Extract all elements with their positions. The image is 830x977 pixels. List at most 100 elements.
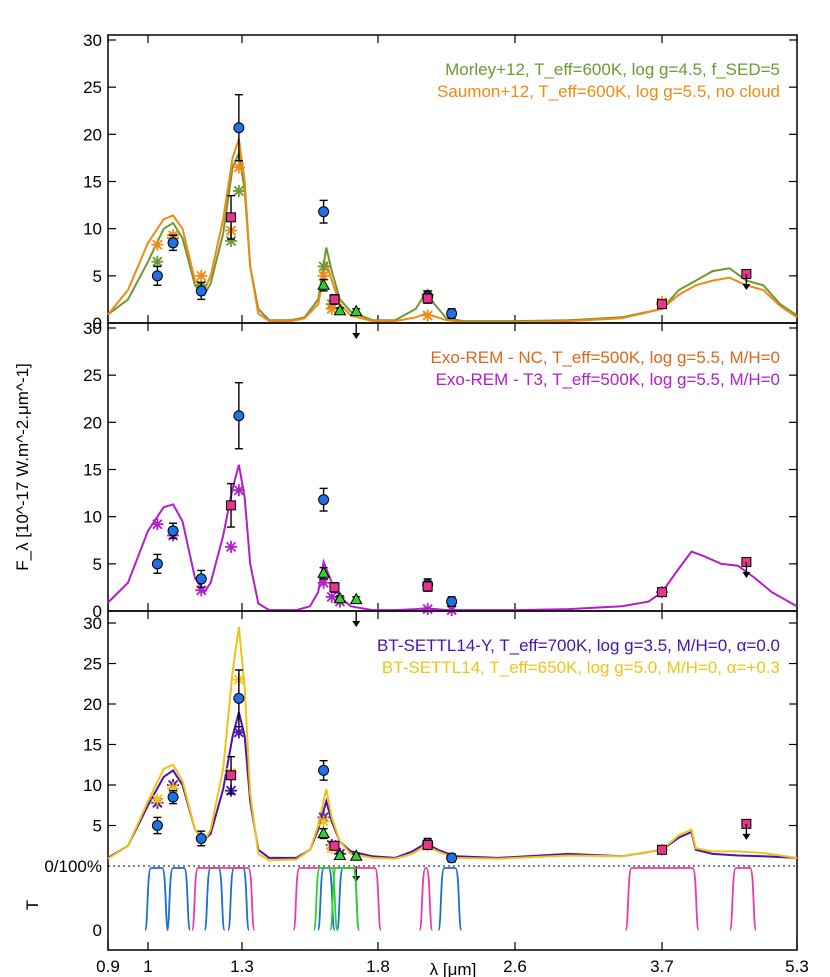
observed-point-pink	[329, 840, 340, 851]
observed-point-pink	[422, 839, 433, 850]
model-point-marker	[325, 302, 338, 315]
asterisk-stroke	[233, 185, 245, 197]
asterisk-stroke	[233, 727, 245, 738]
legend-entry: Exo-REM - NC, T_eff=500K, log g=5.5, M/H…	[431, 348, 780, 367]
x-tick-label: 0.9	[96, 957, 120, 976]
observed-point-pink	[422, 293, 433, 304]
y-tick-label: 15	[83, 736, 102, 755]
x-tick-label: 3.7	[650, 957, 674, 976]
y-axis-label: F_λ [10^-17 W.m^-2.μm^-1]	[13, 363, 32, 571]
asterisk-stroke	[326, 303, 337, 314]
asterisk-stroke	[422, 310, 433, 321]
filter-curve	[418, 867, 434, 931]
upper-limit-arrow	[742, 283, 751, 290]
observed-point-green	[349, 849, 363, 861]
transmission-axis-label: T	[23, 900, 42, 910]
asterisk-stroke	[152, 239, 163, 250]
observed-point-blue	[318, 764, 330, 776]
asterisk-stroke	[152, 519, 163, 530]
observed-point-pink	[657, 299, 667, 310]
upper-limit-arrow	[352, 333, 361, 339]
observed-point-blue	[233, 122, 245, 134]
observed-point-pink	[422, 581, 433, 592]
y-tick-label: 5	[93, 267, 102, 286]
observed-point-blue	[195, 832, 207, 844]
observed-point-pink	[226, 500, 237, 511]
observed-point-pink	[226, 212, 237, 223]
y-tick-label: 25	[83, 366, 102, 385]
y-tick-label: 0	[93, 314, 102, 333]
filter-curve	[624, 867, 700, 931]
observed-point-blue	[446, 596, 458, 608]
model-point-marker	[195, 269, 208, 282]
asterisk-stroke	[318, 577, 329, 588]
x-tick-label: 1	[143, 957, 152, 976]
observed-point-blue	[151, 270, 163, 282]
asterisk-stroke	[318, 261, 329, 272]
y-tick-label: 10	[83, 776, 102, 795]
observed-point-blue	[195, 573, 207, 585]
y-tick-label: 20	[83, 125, 102, 144]
observed-point-blue	[446, 308, 458, 320]
model-point-marker	[151, 793, 164, 806]
model-point-marker	[232, 184, 245, 197]
legend-entry: BT-SETTL14, T_eff=650K, log g=5.0, M/H=0…	[382, 658, 780, 677]
observed-point-green	[349, 304, 363, 317]
model-point-marker	[151, 518, 164, 531]
filter-curve	[292, 867, 382, 931]
upper-limit-arrow	[742, 571, 751, 578]
filter-curve	[144, 867, 170, 931]
legend-entry: Morley+12, T_eff=600K, log g=4.5, f_SED=…	[445, 60, 780, 79]
asterisk-stroke	[318, 270, 329, 281]
y-tick-label: 30	[83, 614, 102, 633]
model-point-marker	[151, 238, 164, 251]
observed-point-blue	[167, 237, 179, 249]
observed-point-blue	[233, 410, 245, 422]
asterisk-stroke	[225, 235, 237, 247]
observed-point-blue	[318, 206, 330, 218]
observed-point-green	[317, 826, 330, 839]
filter-curve	[227, 867, 250, 931]
y-tick-label: 10	[83, 508, 102, 527]
filter-curve	[312, 867, 339, 931]
y-tick-label: 5	[93, 817, 102, 836]
observed-point-blue	[151, 820, 163, 831]
y-tick-label: 30	[83, 31, 102, 50]
y-tick-label: 20	[83, 695, 102, 714]
model-point-marker	[232, 484, 245, 497]
observed-point-blue	[167, 791, 179, 803]
asterisk-stroke	[446, 604, 457, 616]
observed-point-pink	[226, 770, 237, 781]
transmission-tick-label: 0/100%	[44, 857, 102, 876]
y-tick-label: 15	[83, 173, 102, 192]
series-line	[107, 149, 798, 323]
y-tick-label: 25	[83, 78, 102, 97]
x-tick-label: 1.8	[366, 957, 390, 976]
observed-point-pink	[657, 587, 667, 598]
filter-curve	[191, 867, 256, 931]
filter-curve	[203, 867, 226, 931]
asterisk-stroke	[196, 270, 207, 281]
observed-point-blue	[151, 558, 163, 570]
legend-entry: Exo-REM - T3, T_eff=500K, log g=5.5, M/H…	[436, 370, 780, 389]
y-tick-label: 15	[83, 461, 102, 480]
observed-point-green	[333, 591, 347, 604]
legend-entry: Saumon+12, T_eff=600K, log g=5.5, no clo…	[437, 82, 780, 101]
upper-limit-arrow	[352, 621, 361, 627]
model-point-marker	[151, 255, 164, 268]
asterisk-stroke	[318, 816, 329, 827]
observed-point-green	[333, 848, 347, 860]
model-point-marker	[317, 815, 330, 828]
y-tick-label: 5	[93, 555, 102, 574]
x-tick-label: 1.3	[230, 957, 254, 976]
asterisk-stroke	[225, 541, 237, 552]
observed-point-green	[333, 303, 347, 316]
panel-frame-2	[107, 610, 798, 951]
model-point-marker	[225, 540, 238, 553]
series-line	[107, 138, 798, 324]
filter-curve	[728, 867, 758, 931]
observed-point-green	[349, 592, 363, 605]
y-tick-label: 30	[83, 319, 102, 338]
series-line	[107, 464, 798, 612]
